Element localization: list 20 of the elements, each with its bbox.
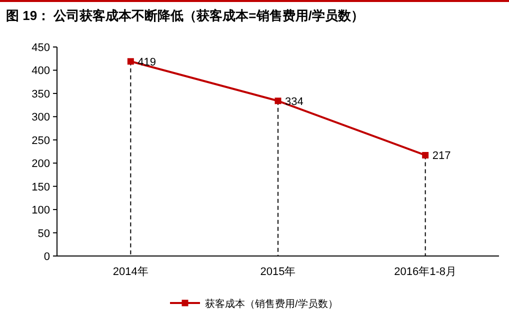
data-label: 334 [285, 96, 304, 108]
y-tick-label: 150 [32, 181, 50, 194]
point [274, 98, 282, 104]
point [127, 58, 134, 65]
y-tick-label: 400 [32, 65, 50, 78]
y-tick-label: 350 [32, 88, 50, 100]
chart-title: 图 19： 公司获客成本不断降低（获客成本=销售费用/学员数） [6, 8, 364, 23]
data-label: 217 [432, 150, 451, 162]
y-tick-label: 50 [38, 228, 50, 240]
y-tick-label: 0 [44, 251, 50, 263]
y-tick-label: 450 [32, 42, 50, 54]
y-tick-label: 300 [32, 112, 50, 124]
point [422, 152, 429, 158]
x-tick-label: 2015年 [260, 266, 296, 278]
x-tick-label: 2016年1-8月 [394, 266, 457, 278]
x-tick-label: 2014年 [112, 266, 148, 278]
y-tick-label: 250 [32, 134, 50, 147]
legend-label: 获客成本（销售费用/学员数） [205, 298, 338, 310]
y-tick-label: 200 [32, 158, 50, 170]
y-tick-label: 100 [32, 204, 50, 217]
